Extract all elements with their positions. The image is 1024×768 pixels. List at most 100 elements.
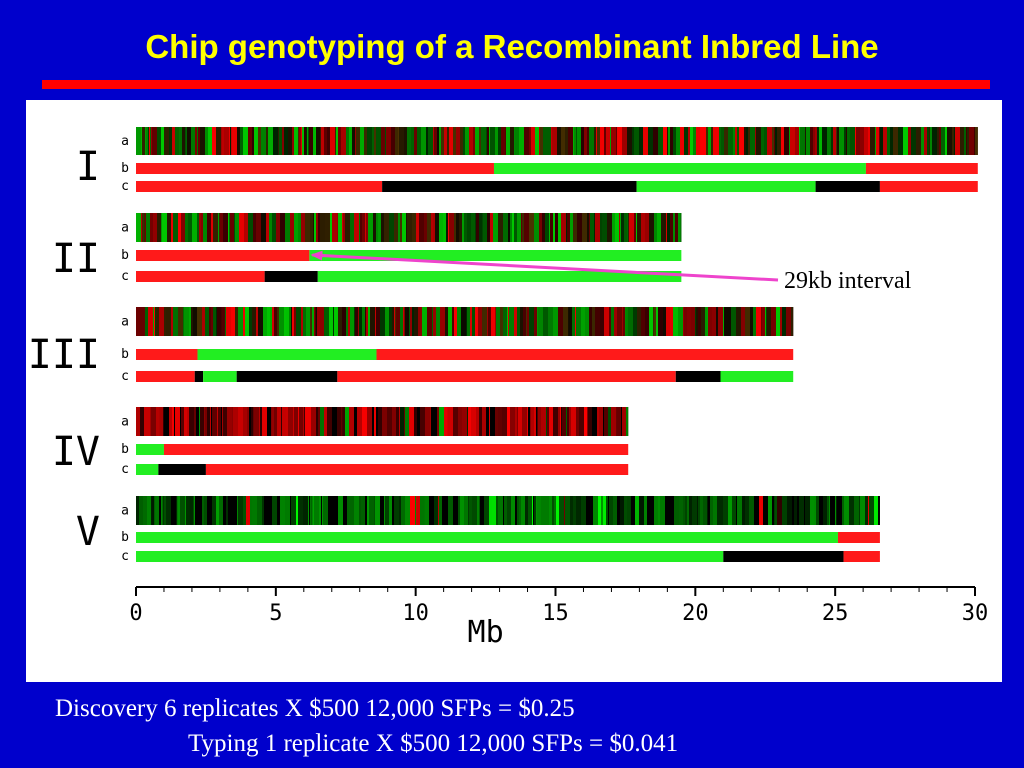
intensity-stripe [641, 307, 645, 336]
intensity-stripe [540, 127, 543, 155]
intensity-stripe [463, 127, 465, 155]
intensity-stripe [683, 307, 684, 336]
intensity-stripe [781, 127, 784, 155]
intensity-stripe [484, 496, 489, 525]
intensity-stripe [289, 307, 290, 336]
intensity-stripe [277, 407, 281, 436]
intensity-stripe [604, 307, 609, 336]
intensity-stripe [745, 496, 749, 525]
intensity-stripe [217, 407, 218, 436]
intensity-stripe [381, 127, 385, 155]
intensity-stripe [364, 127, 367, 155]
intensity-stripe [703, 496, 707, 525]
intensity-stripe [315, 307, 316, 336]
intensity-stripe [174, 407, 175, 436]
intensity-stripe [395, 127, 398, 155]
genotype-segment-green [136, 464, 159, 475]
intensity-stripe [495, 307, 496, 336]
intensity-stripe [159, 496, 161, 525]
intensity-stripe [622, 127, 627, 155]
intensity-stripe [766, 307, 767, 336]
intensity-stripe [346, 307, 348, 336]
intensity-stripe [597, 407, 599, 436]
intensity-stripe [200, 127, 205, 155]
intensity-stripe [490, 213, 493, 242]
intensity-stripe [502, 407, 507, 436]
intensity-stripe [874, 496, 878, 525]
intensity-stripe [517, 407, 518, 436]
intensity-stripe [690, 127, 693, 155]
intensity-stripe [354, 496, 359, 525]
intensity-stripe [211, 213, 213, 242]
intensity-stripe [169, 407, 172, 436]
genotype-segment-red [879, 181, 978, 192]
intensity-stripe [932, 127, 937, 155]
intensity-stripe [966, 127, 967, 155]
intensity-stripe [302, 127, 304, 155]
intensity-stripe [140, 307, 145, 336]
intensity-stripe [312, 307, 314, 336]
intensity-stripe [582, 213, 587, 242]
intensity-stripe [600, 127, 604, 155]
intensity-stripe [561, 213, 566, 242]
intensity-stripe [391, 127, 395, 155]
intensity-stripe [159, 407, 160, 436]
intensity-stripe [460, 496, 464, 525]
intensity-stripe [218, 213, 219, 242]
intensity-stripe [307, 127, 308, 155]
intensity-stripe [510, 127, 514, 155]
intensity-stripe [527, 307, 529, 336]
intensity-stripe [624, 213, 627, 242]
intensity-stripe [147, 496, 151, 525]
intensity-stripe [911, 127, 916, 155]
intensity-stripe [701, 307, 705, 336]
intensity-stripe [554, 496, 556, 525]
intensity-stripe [755, 127, 756, 155]
intensity-stripe [534, 407, 536, 436]
intensity-stripe [184, 407, 187, 436]
title-underline [42, 80, 990, 89]
intensity-stripe [692, 496, 697, 525]
intensity-stripe [529, 307, 534, 336]
intensity-stripe [291, 307, 292, 336]
intensity-stripe [354, 407, 357, 436]
intensity-stripe [427, 307, 432, 336]
intensity-stripe [374, 127, 376, 155]
intensity-stripe [198, 127, 200, 155]
intensity-stripe [774, 127, 775, 155]
intensity-stripe [606, 496, 608, 525]
intensity-stripe [350, 213, 354, 242]
intensity-stripe [342, 213, 343, 242]
intensity-stripe [767, 307, 771, 336]
intensity-stripe [617, 127, 622, 155]
intensity-stripe [185, 213, 188, 242]
intensity-stripe [626, 407, 629, 436]
intensity-stripe [180, 407, 181, 436]
intensity-stripe [378, 407, 382, 436]
intensity-stripe [847, 127, 850, 155]
genotype-segment-green [136, 444, 164, 455]
intensity-stripe [648, 127, 653, 155]
intensity-stripe [637, 307, 641, 336]
intensity-stripe [304, 407, 305, 436]
intensity-stripe [479, 127, 481, 155]
intensity-stripe [155, 496, 156, 525]
intensity-stripe [530, 407, 531, 436]
intensity-stripe [376, 213, 378, 242]
track-label: c [121, 549, 129, 564]
intensity-stripe [268, 496, 272, 525]
intensity-stripe [151, 496, 152, 525]
intensity-stripe [414, 407, 417, 436]
intensity-stripe [515, 127, 519, 155]
intensity-stripe [551, 127, 552, 155]
intensity-stripe [483, 213, 487, 242]
intensity-stripe [749, 496, 754, 525]
intensity-stripe [515, 407, 517, 436]
intensity-stripe [574, 127, 576, 155]
intensity-stripe [647, 496, 651, 525]
intensity-stripe [330, 213, 332, 242]
intensity-stripe [189, 407, 194, 436]
intensity-stripe [175, 407, 180, 436]
intensity-stripe [890, 127, 893, 155]
